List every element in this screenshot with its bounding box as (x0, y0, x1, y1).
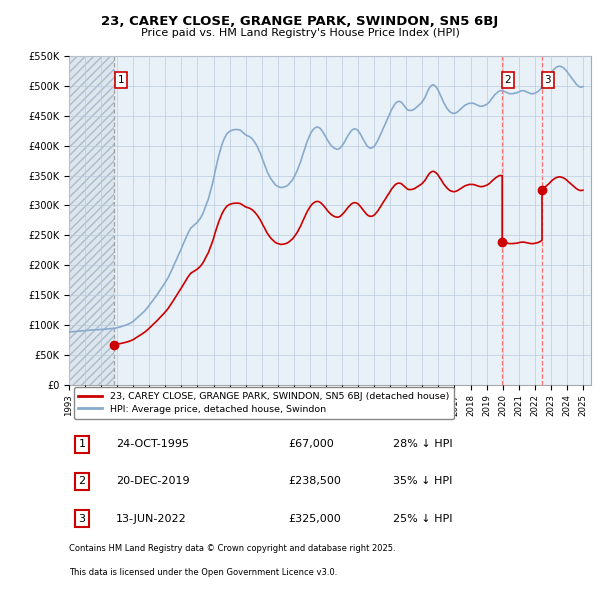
Text: 25% ↓ HPI: 25% ↓ HPI (392, 513, 452, 523)
Legend: 23, CAREY CLOSE, GRANGE PARK, SWINDON, SN5 6BJ (detached house), HPI: Average pr: 23, CAREY CLOSE, GRANGE PARK, SWINDON, S… (74, 387, 454, 418)
Text: Price paid vs. HM Land Registry's House Price Index (HPI): Price paid vs. HM Land Registry's House … (140, 28, 460, 38)
Text: 3: 3 (79, 513, 86, 523)
Text: 2: 2 (505, 75, 511, 85)
Text: £325,000: £325,000 (288, 513, 341, 523)
Text: This data is licensed under the Open Government Licence v3.0.: This data is licensed under the Open Gov… (69, 568, 337, 576)
Text: 1: 1 (79, 440, 86, 449)
Text: Contains HM Land Registry data © Crown copyright and database right 2025.: Contains HM Land Registry data © Crown c… (69, 544, 395, 553)
Text: £67,000: £67,000 (288, 440, 334, 449)
Text: 3: 3 (544, 75, 551, 85)
Text: 23, CAREY CLOSE, GRANGE PARK, SWINDON, SN5 6BJ: 23, CAREY CLOSE, GRANGE PARK, SWINDON, S… (101, 15, 499, 28)
Text: 24-OCT-1995: 24-OCT-1995 (116, 440, 189, 449)
Text: £238,500: £238,500 (288, 476, 341, 486)
Text: 1: 1 (118, 75, 124, 85)
Text: 20-DEC-2019: 20-DEC-2019 (116, 476, 190, 486)
Text: 2: 2 (79, 476, 86, 486)
Bar (69, 56, 114, 385)
Text: 13-JUN-2022: 13-JUN-2022 (116, 513, 187, 523)
Text: 35% ↓ HPI: 35% ↓ HPI (392, 476, 452, 486)
Text: 28% ↓ HPI: 28% ↓ HPI (392, 440, 452, 449)
